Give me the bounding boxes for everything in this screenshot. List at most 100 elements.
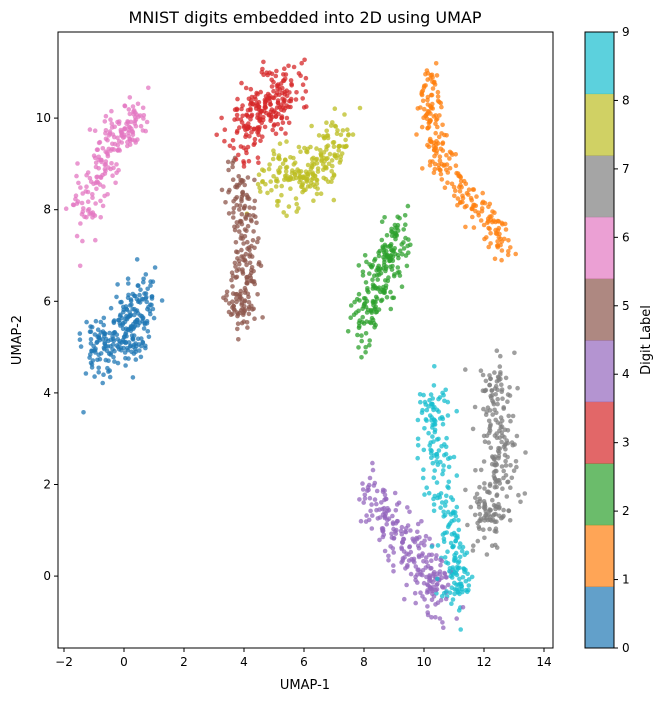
- data-point-digit-3: [273, 114, 279, 119]
- data-point-digit-6: [130, 129, 136, 135]
- data-point-digit-9: [456, 527, 462, 533]
- data-point-digit-7: [487, 526, 492, 532]
- data-point-digit-2: [365, 286, 370, 291]
- data-point-digit-9: [421, 447, 427, 453]
- data-point-digit-3: [304, 104, 309, 109]
- data-point-digit-1: [506, 238, 511, 243]
- data-point-digit-7: [484, 433, 490, 439]
- data-point-digit-2: [385, 252, 390, 258]
- data-point-digit-9: [420, 475, 426, 481]
- data-point-digit-0: [101, 315, 107, 321]
- data-point-digit-2: [373, 285, 379, 291]
- data-point-digit-3: [222, 138, 227, 144]
- data-point-digit-7: [492, 528, 498, 534]
- data-point-digit-6: [132, 110, 138, 115]
- data-point-digit-9: [463, 567, 468, 573]
- data-point-digit-9: [438, 459, 443, 465]
- data-point-digit-6: [102, 166, 108, 172]
- data-point-digit-4: [370, 513, 375, 518]
- data-point-digit-8: [280, 161, 286, 166]
- data-point-digit-6: [92, 128, 98, 133]
- data-point-digit-7: [463, 487, 468, 493]
- data-point-digit-3: [239, 106, 244, 112]
- data-point-digit-7: [499, 515, 504, 521]
- data-point-digit-9: [423, 417, 429, 422]
- data-point-digit-9: [440, 471, 445, 477]
- data-point-digit-3: [265, 72, 271, 78]
- data-point-digit-5: [250, 279, 256, 285]
- data-point-digit-3: [286, 120, 292, 126]
- data-point-digit-2: [391, 248, 396, 253]
- data-point-digit-6: [105, 153, 111, 159]
- data-point-digit-6: [98, 198, 103, 204]
- x-axis: −2 0 2 4 6 8 10 12 14: [55, 648, 552, 669]
- data-point-digit-8: [323, 164, 329, 170]
- data-point-digit-1: [449, 181, 455, 187]
- data-point-digit-3: [303, 89, 309, 94]
- data-point-digit-0: [128, 298, 134, 304]
- data-point-digit-7: [508, 485, 513, 491]
- data-point-digit-8: [293, 175, 299, 181]
- data-point-digit-1: [434, 73, 440, 78]
- data-point-digit-7: [503, 473, 509, 478]
- data-point-digit-4: [362, 492, 368, 498]
- data-point-digit-5: [234, 299, 239, 305]
- data-point-digit-3: [288, 78, 294, 83]
- data-point-digit-1: [425, 102, 431, 107]
- data-point-digit-6: [84, 184, 89, 189]
- data-point-digit-2: [384, 295, 390, 300]
- data-point-digit-8: [306, 170, 312, 175]
- data-point-digit-8: [294, 209, 300, 214]
- data-point-digit-6: [112, 141, 118, 147]
- data-point-digit-7: [497, 446, 503, 451]
- data-point-digit-9: [431, 439, 436, 444]
- data-point-digit-2: [382, 257, 387, 262]
- data-point-digit-7: [499, 464, 505, 469]
- data-point-digit-1: [436, 162, 442, 168]
- data-point-digit-1: [503, 227, 509, 232]
- data-point-digit-7: [501, 507, 506, 513]
- data-point-digit-0: [145, 286, 150, 292]
- data-point-digit-6: [122, 103, 127, 108]
- data-point-digit-0: [106, 351, 112, 357]
- data-point-digit-7: [492, 454, 498, 460]
- data-point-digit-1: [445, 180, 450, 185]
- data-point-digit-1: [437, 99, 442, 105]
- data-point-digit-0: [137, 300, 143, 305]
- data-point-digit-1: [497, 231, 502, 237]
- data-point-digit-0: [123, 363, 128, 368]
- data-point-digit-0: [124, 313, 129, 319]
- data-point-digit-0: [88, 341, 94, 346]
- data-point-digit-6: [100, 172, 105, 178]
- data-point-digit-2: [360, 269, 366, 275]
- data-point-digit-7: [498, 353, 503, 359]
- data-point-digit-4: [377, 515, 383, 520]
- data-point-digit-7: [493, 460, 499, 466]
- data-point-digit-7: [483, 513, 488, 518]
- data-point-digit-8: [258, 189, 263, 194]
- data-point-digit-0: [159, 298, 165, 303]
- data-point-digit-7: [498, 425, 504, 430]
- data-point-digit-2: [382, 215, 387, 220]
- data-point-digit-4: [438, 557, 443, 562]
- data-point-digit-1: [461, 178, 467, 184]
- data-point-digit-8: [318, 152, 324, 158]
- points-layer: [63, 57, 528, 632]
- data-point-digit-8: [310, 160, 315, 166]
- data-point-digit-0: [98, 351, 104, 356]
- data-point-digit-1: [470, 214, 475, 220]
- data-point-digit-9: [463, 578, 469, 584]
- data-point-digit-0: [107, 374, 113, 380]
- data-point-digit-7: [470, 548, 476, 553]
- data-point-digit-7: [499, 439, 504, 445]
- data-point-digit-1: [487, 201, 493, 207]
- data-point-digit-9: [447, 590, 453, 595]
- data-point-digit-9: [431, 453, 437, 458]
- data-point-digit-7: [494, 504, 500, 510]
- data-point-digit-2: [362, 253, 368, 258]
- data-point-digit-9: [450, 597, 456, 602]
- data-point-digit-7: [481, 527, 486, 532]
- data-point-digit-2: [390, 254, 396, 259]
- data-point-digit-9: [444, 493, 449, 499]
- data-point-digit-3: [235, 96, 240, 102]
